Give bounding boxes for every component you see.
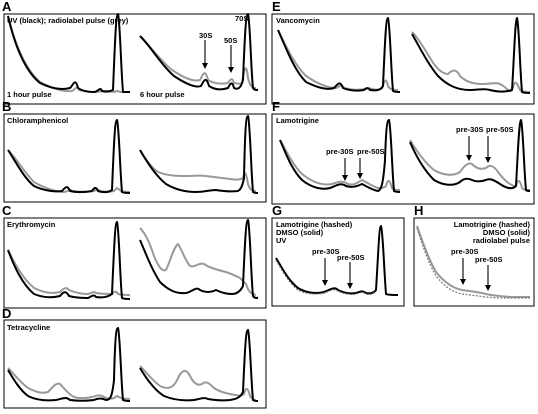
panel-a-50s-label: 50S bbox=[224, 36, 237, 45]
panel-g-title-line-3: UV bbox=[276, 236, 286, 245]
panel-h-pre30s-label: pre-30S bbox=[451, 247, 479, 256]
panel-a-right-radiolabel-trace bbox=[139, 35, 257, 89]
panel-e-frame bbox=[271, 13, 535, 105]
panel-h-title-line-3: radiolabel pulse bbox=[473, 236, 530, 245]
panel-b-letter: B bbox=[2, 99, 11, 114]
panel-g-title-line-1: Lamotrigine (hashed) bbox=[276, 220, 353, 229]
panel-a-30s-label: 30S bbox=[199, 31, 212, 40]
panel-b-right-radiolabel-trace bbox=[139, 149, 257, 192]
panel-h-frame bbox=[413, 217, 535, 307]
panel-a-note-1h: 1 hour pulse bbox=[7, 90, 52, 99]
panel-e-letter: E bbox=[272, 0, 281, 14]
panel-g-pre50s-label: pre-50S bbox=[337, 253, 365, 262]
panel-d-letter: D bbox=[2, 306, 11, 321]
panel-e-right-uv-trace bbox=[411, 17, 531, 94]
panel-f-right-pre50s-label: pre-50S bbox=[486, 125, 514, 134]
panel-g: G Lamotrigine (hashed) DMSO (solid) UV p… bbox=[271, 203, 405, 307]
panel-a-title: UV (black); radiolabel pulse (grey) bbox=[7, 16, 129, 25]
panel-c-frame bbox=[3, 217, 267, 309]
panel-g-dmso-trace bbox=[275, 225, 399, 296]
panel-h-letter: H bbox=[414, 203, 423, 218]
panel-f-letter: F bbox=[272, 99, 280, 114]
panel-a-frame bbox=[3, 13, 267, 105]
panel-f-right-radiolabel-trace bbox=[409, 139, 531, 191]
panel-b-frame bbox=[3, 113, 267, 203]
panel-f: F Lamotrigine pre-30S pre-50S pre-30S pr… bbox=[271, 99, 535, 205]
panel-f-left-pre50s-label: pre-50S bbox=[357, 147, 385, 156]
panel-f-left-uv-trace bbox=[279, 119, 401, 193]
panel-c-letter: C bbox=[2, 203, 12, 218]
panel-e-left-uv-trace bbox=[277, 17, 401, 93]
panel-e-right-radiolabel-trace bbox=[411, 31, 531, 93]
panel-e: E Vancomycin bbox=[271, 0, 535, 105]
panel-d-left-uv-trace bbox=[7, 327, 131, 402]
panel-f-title: Lamotrigine bbox=[276, 116, 319, 125]
panel-h: H Lamotrigine (hashed) DMSO (solid) radi… bbox=[413, 203, 535, 307]
panel-a-left-uv-trace bbox=[7, 13, 130, 93]
panel-h-title-line-2: DMSO (solid) bbox=[483, 228, 531, 237]
panel-g-pre30s-label: pre-30S bbox=[312, 247, 340, 256]
panel-c-title: Erythromycin bbox=[7, 220, 56, 229]
panel-d-left-radiolabel-trace bbox=[7, 367, 131, 400]
panel-b-right-uv-trace bbox=[139, 115, 259, 194]
panel-d-right-radiolabel-trace bbox=[139, 365, 257, 401]
panel-a-note-6h: 6 hour pulse bbox=[140, 90, 185, 99]
panel-c-right-radiolabel-trace bbox=[139, 227, 257, 296]
panel-d-right-uv-trace bbox=[139, 329, 259, 402]
panel-g-title-line-2: DMSO (solid) bbox=[276, 228, 324, 237]
panel-f-left-pre30s-label: pre-30S bbox=[326, 147, 354, 156]
panel-h-dmso-trace bbox=[416, 225, 530, 298]
panel-h-lamotrigine-trace bbox=[416, 227, 530, 299]
panel-d-frame bbox=[3, 319, 267, 409]
panel-h-pre50s-label: pre-50S bbox=[475, 255, 503, 264]
panel-g-lamotrigine-trace bbox=[275, 259, 377, 295]
panel-f-left-radiolabel-trace bbox=[279, 139, 401, 191]
panel-c-right-uv-trace bbox=[139, 219, 259, 299]
panel-f-right-pre30s-label: pre-30S bbox=[456, 125, 484, 134]
panel-a: A UV (black); radiolabel pulse (grey) 30… bbox=[2, 0, 267, 105]
panel-f-right-uv-trace bbox=[409, 119, 531, 192]
panel-d-title: Tetracycline bbox=[7, 323, 50, 332]
panel-a-right-uv-trace bbox=[139, 13, 259, 91]
panel-b-title: Chloramphenicol bbox=[7, 116, 68, 125]
panel-f-frame bbox=[271, 113, 535, 205]
panel-d: D Tetracycline bbox=[2, 306, 267, 409]
panel-g-frame bbox=[271, 217, 405, 307]
panel-b-left-uv-trace bbox=[7, 119, 131, 194]
panel-h-title-line-1: Lamotrigine (hashed) bbox=[454, 220, 531, 229]
panel-c-left-radiolabel-trace bbox=[7, 249, 131, 296]
panel-g-letter: G bbox=[272, 203, 282, 218]
panel-e-left-radiolabel-trace bbox=[277, 29, 399, 91]
panel-c-left-uv-trace bbox=[7, 221, 131, 300]
panel-a-letter: A bbox=[2, 0, 12, 14]
panel-b: B Chloramphenicol bbox=[2, 99, 267, 203]
panel-e-title: Vancomycin bbox=[276, 16, 320, 25]
panel-c: C Erythromycin bbox=[2, 203, 267, 309]
panel-a-70s-label: 70S bbox=[235, 14, 248, 23]
panel-a-left-radiolabel-trace bbox=[7, 15, 130, 93]
